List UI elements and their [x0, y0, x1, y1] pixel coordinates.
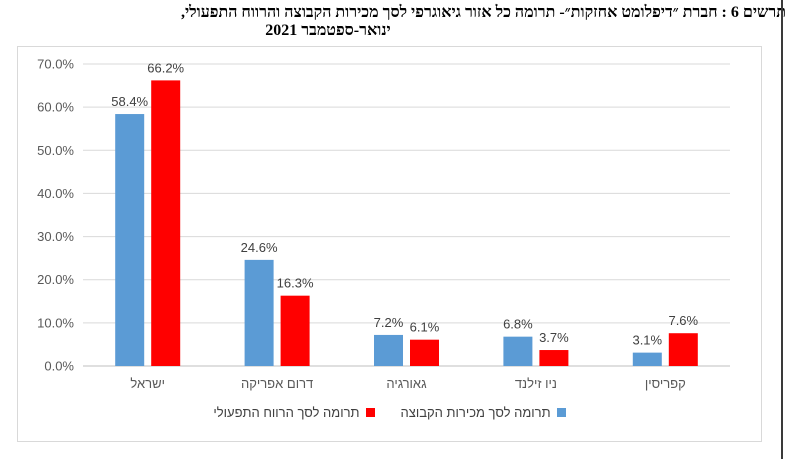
chart-title: תרשים 6 : חברת ״דיפלומט אחזקות״- תרומה כ…: [0, 4, 786, 40]
y-tick-label: 70.0%: [37, 57, 74, 72]
legend-swatch-profit: [365, 408, 375, 417]
chart-title-line1: תרשים 6 : חברת ״דיפלומט אחזקות״- תרומה כ…: [180, 4, 786, 21]
data-label: 7.6%: [668, 313, 698, 328]
x-category-label: קפריסין: [645, 376, 686, 391]
chart-legend: תרומה לסך מכירות הקבוצה תרומה לסך הרווח …: [17, 405, 762, 420]
data-label: 66.2%: [147, 60, 184, 75]
bar-profit: [410, 339, 439, 366]
data-label: 7.2%: [374, 315, 404, 330]
data-label: 3.7%: [539, 330, 569, 345]
y-tick-label: 40.0%: [37, 186, 74, 201]
legend-swatch-sales: [556, 408, 566, 417]
chart-frame: [17, 46, 762, 442]
data-label: 24.6%: [241, 240, 278, 255]
data-label: 16.3%: [277, 276, 314, 291]
page-border-line: [781, 0, 783, 459]
x-category-label: דרום אפריקה: [241, 376, 313, 391]
y-tick-label: 50.0%: [37, 143, 74, 158]
chart-title-line2: ינואר-ספטמבר 2021: [265, 22, 391, 39]
legend-item-sales: תרומה לסך מכירות הקבוצה: [401, 405, 566, 420]
data-label: 3.1%: [632, 333, 662, 348]
legend-label-profit: תרומה לסך הרווח התפעולי: [213, 405, 360, 420]
bar-profit: [539, 350, 569, 366]
y-tick-label: 30.0%: [37, 229, 74, 244]
y-tick-label: 0.0%: [44, 359, 74, 374]
x-category-label: ניו זילנד: [515, 376, 557, 391]
y-tick-label: 10.0%: [37, 315, 74, 330]
bar-profit: [280, 295, 310, 366]
bar-sales: [632, 352, 662, 366]
bar-sales: [503, 336, 533, 366]
data-label: 6.8%: [503, 317, 533, 332]
x-category-label: גאורגיה: [386, 376, 427, 391]
bar-profit: [151, 80, 181, 366]
legend-item-profit: תרומה לסך הרווח התפעולי: [213, 405, 375, 420]
x-category-label: ישראל: [130, 376, 165, 391]
bar-sales: [374, 334, 403, 366]
data-label: 6.1%: [410, 320, 440, 335]
bar-sales: [115, 114, 145, 366]
y-tick-label: 60.0%: [37, 100, 74, 115]
y-tick-label: 20.0%: [37, 272, 74, 287]
data-label: 58.4%: [111, 94, 148, 109]
legend-label-sales: תרומה לסך מכירות הקבוצה: [400, 405, 551, 420]
bar-profit: [668, 333, 698, 366]
bar-sales: [244, 259, 274, 366]
